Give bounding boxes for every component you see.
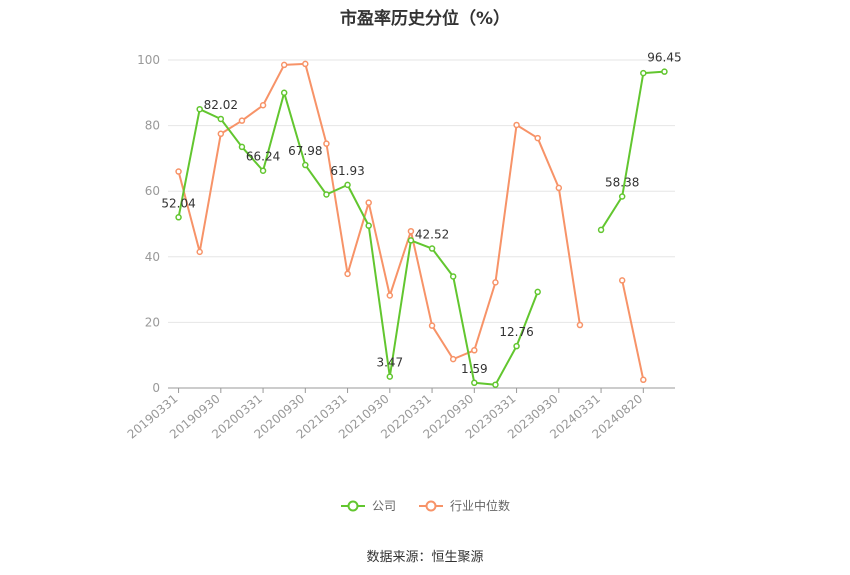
data-point-industry — [449, 355, 457, 363]
data-point-industry — [576, 321, 584, 329]
data-point-company — [407, 237, 415, 244]
series-lines — [175, 60, 668, 388]
data-point-industry — [471, 347, 478, 354]
legend-company-label: 公司 — [371, 499, 396, 513]
data-label: 58.38 — [605, 176, 639, 190]
data-label: 1.59 — [461, 362, 488, 376]
data-label: 96.45 — [647, 51, 681, 65]
data-label: 42.52 — [415, 228, 449, 242]
data-point-company — [428, 245, 436, 252]
chart-title: 市盈率历史分位（%） — [339, 9, 511, 29]
data-point-company — [238, 143, 246, 151]
data-point-company — [471, 379, 478, 387]
data-labels: 52.04 82.02 66.24 67.98 61.93 3.47 42.52 1.59 12… — [161, 51, 681, 376]
series-line-company — [600, 70, 665, 231]
data-point-company — [597, 226, 605, 234]
data-point-industry — [238, 117, 246, 124]
data-point-industry — [323, 140, 330, 147]
data-point-company — [323, 191, 330, 198]
data-label: 52.04 — [161, 196, 195, 210]
data-point-company — [259, 167, 267, 174]
data-point-company — [344, 181, 351, 189]
data-point-company — [175, 214, 182, 221]
legend-industry-marker — [419, 500, 443, 511]
data-point-industry — [365, 199, 372, 206]
data-point-company — [513, 342, 520, 350]
data-point-company — [365, 222, 372, 229]
y-tick-label: 40 — [145, 250, 160, 264]
data-point-company — [449, 273, 457, 280]
data-point-industry — [344, 270, 351, 278]
source-note: 数据来源：恒生聚源 — [366, 550, 484, 565]
data-point-company — [492, 381, 499, 388]
legend: 公司 行业中位数 — [0, 497, 850, 514]
series-line-industry — [621, 280, 645, 381]
data-point-industry — [386, 292, 394, 299]
data-label: 12.76 — [499, 325, 533, 339]
y-tick-label: 80 — [145, 119, 160, 133]
data-label: 67.98 — [288, 144, 322, 158]
legend-item-industry[interactable]: 行业中位数 — [418, 497, 510, 514]
data-point-company — [386, 373, 394, 380]
data-point-industry — [618, 277, 626, 284]
data-point-company — [196, 105, 203, 113]
y-tick-label: 100 — [137, 53, 160, 67]
data-point-industry — [492, 279, 499, 286]
y-tick-label: 60 — [145, 184, 160, 198]
legend-company-marker — [340, 500, 365, 511]
legend-item-company[interactable]: 公司 — [340, 497, 396, 514]
series-line-company — [177, 91, 539, 386]
series-line-industry — [177, 62, 581, 361]
data-point-industry — [407, 227, 415, 235]
data-point-company — [661, 68, 668, 75]
data-point-industry — [302, 60, 309, 68]
data-point-industry — [534, 134, 541, 142]
data-point-industry — [259, 102, 267, 109]
data-point-company — [302, 161, 309, 169]
data-point-industry — [280, 61, 288, 69]
data-point-company — [640, 69, 647, 77]
data-point-industry — [175, 168, 182, 175]
y-tick-label: 20 — [145, 315, 160, 329]
grid-lines — [168, 59, 675, 323]
data-point-industry — [217, 130, 225, 138]
data-label: 3.47 — [376, 356, 403, 370]
data-point-industry — [196, 248, 203, 256]
data-point-industry — [513, 121, 520, 129]
y-tick-label: 0 — [152, 381, 160, 395]
data-point-industry — [640, 376, 647, 384]
line-chart: 0204060801002019033120190930202003312020… — [125, 51, 682, 442]
legend-industry-label: 行业中位数 — [450, 499, 511, 513]
data-point-company — [534, 288, 541, 296]
data-point-company — [618, 193, 626, 200]
data-label: 66.24 — [246, 150, 280, 164]
data-point-company — [217, 115, 225, 123]
data-label: 82.02 — [204, 98, 238, 112]
data-point-industry — [428, 322, 436, 329]
data-label: 61.93 — [330, 164, 364, 178]
data-point-industry — [555, 184, 563, 192]
data-point-company — [280, 89, 288, 97]
